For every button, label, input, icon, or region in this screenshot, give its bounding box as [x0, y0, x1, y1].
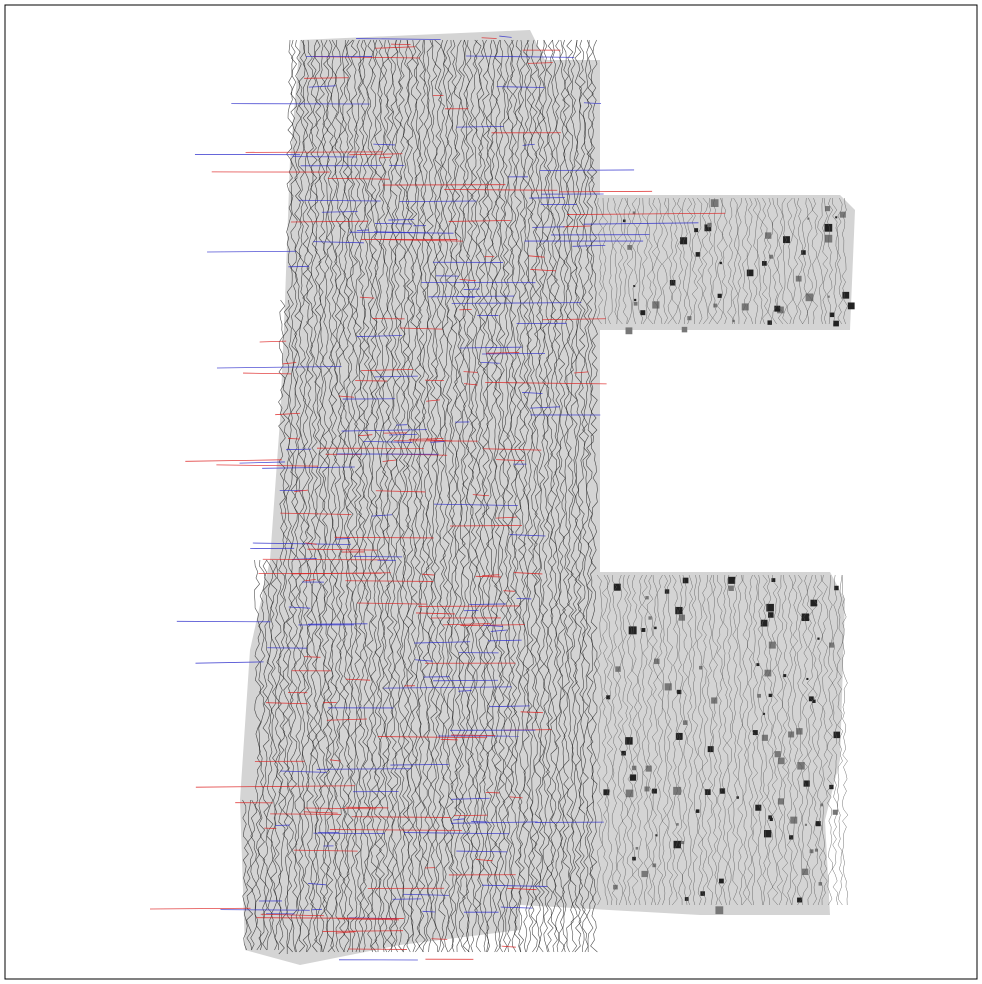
blob: [829, 785, 833, 789]
blob: [805, 824, 807, 826]
blob: [830, 313, 835, 318]
blob: [696, 809, 700, 813]
blob: [645, 596, 648, 599]
blob: [790, 817, 797, 824]
blob: [634, 299, 636, 301]
blob: [775, 751, 781, 757]
blob: [848, 302, 855, 309]
blob: [641, 871, 647, 877]
blob: [644, 786, 649, 791]
blob: [634, 302, 638, 306]
blob: [770, 818, 773, 821]
blob: [801, 250, 806, 255]
blob: [825, 206, 830, 211]
blob: [652, 301, 659, 308]
blob: [806, 678, 808, 680]
spike: [177, 621, 271, 622]
blob: [766, 604, 774, 612]
blob: [816, 821, 821, 826]
blob: [719, 879, 724, 884]
wiggle-plot: [0, 0, 982, 984]
blob: [626, 327, 633, 334]
blob: [711, 199, 719, 207]
blob: [802, 869, 808, 875]
blob: [819, 882, 823, 886]
blob: [679, 615, 685, 621]
spike: [450, 525, 522, 526]
spike: [375, 223, 413, 224]
blob: [682, 327, 688, 333]
blob: [728, 577, 735, 584]
blob: [835, 216, 837, 218]
blob: [713, 304, 717, 308]
blob: [783, 674, 786, 677]
blob: [833, 321, 839, 327]
spike: [559, 191, 652, 192]
spike: [486, 792, 500, 793]
blob: [842, 292, 849, 299]
blob: [636, 847, 639, 850]
spike: [388, 220, 414, 221]
spike: [357, 230, 369, 231]
blob: [797, 762, 805, 770]
blob: [623, 220, 626, 223]
blob: [817, 638, 819, 640]
blob: [715, 906, 723, 914]
blob: [767, 320, 771, 324]
blob: [728, 586, 733, 591]
blob: [769, 694, 772, 697]
spike: [532, 227, 565, 228]
blob: [834, 732, 841, 739]
blob: [665, 683, 672, 690]
blob: [654, 627, 657, 630]
blob: [629, 626, 637, 634]
blob: [648, 616, 651, 619]
blob: [720, 262, 722, 264]
spike: [482, 353, 545, 354]
spike: [469, 604, 506, 605]
spike: [304, 78, 348, 79]
blob: [824, 224, 832, 232]
blob: [696, 252, 701, 257]
spike: [529, 198, 564, 199]
blob: [640, 310, 645, 315]
blob: [641, 628, 645, 632]
